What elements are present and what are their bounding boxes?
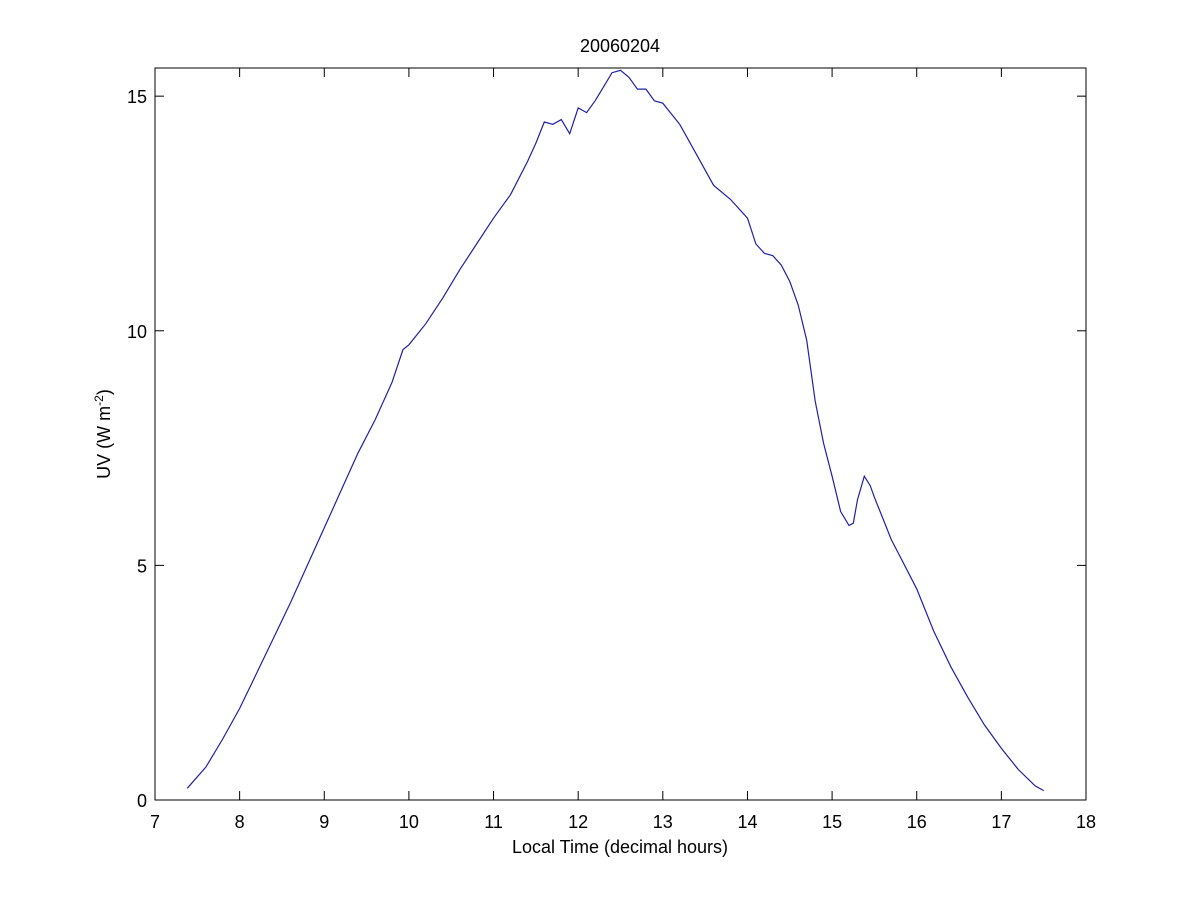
uv-series-line [186,69,1044,792]
y-tick-label: 0 [137,791,147,811]
x-tick-label: 15 [822,812,842,832]
y-axis-label: UV (W m-2) [92,389,114,479]
y-axis-label-suffix: ) [94,389,114,395]
x-tick-label: 17 [991,812,1011,832]
x-tick-label: 12 [568,812,588,832]
x-tick-label: 7 [150,812,160,832]
y-tick-label: 5 [137,556,147,576]
x-tick-label: 16 [907,812,927,832]
y-axis-label-prefix: UV (W m [94,406,114,479]
x-tick-label: 11 [484,812,503,832]
x-axis-label: Local Time (decimal hours) [512,837,728,857]
y-tick-label: 15 [127,87,147,107]
x-tick-label: 13 [653,812,673,832]
chart-title: 20060204 [580,36,660,56]
x-tick-label: 14 [737,812,757,832]
axis-ticks [154,68,1087,801]
y-tick-label: 10 [127,322,147,342]
plot-area-frame [154,67,1087,801]
x-tick-label: 8 [235,812,245,832]
y-axis-label-superscript: -2 [92,395,106,406]
x-tick-label: 18 [1076,812,1096,832]
axis-tick-labels: 7 8 9 10 11 12 13 14 15 16 17 18 0 5 10 15 [127,87,1096,832]
x-tick-label: 10 [399,812,419,832]
x-tick-label: 9 [319,812,329,832]
